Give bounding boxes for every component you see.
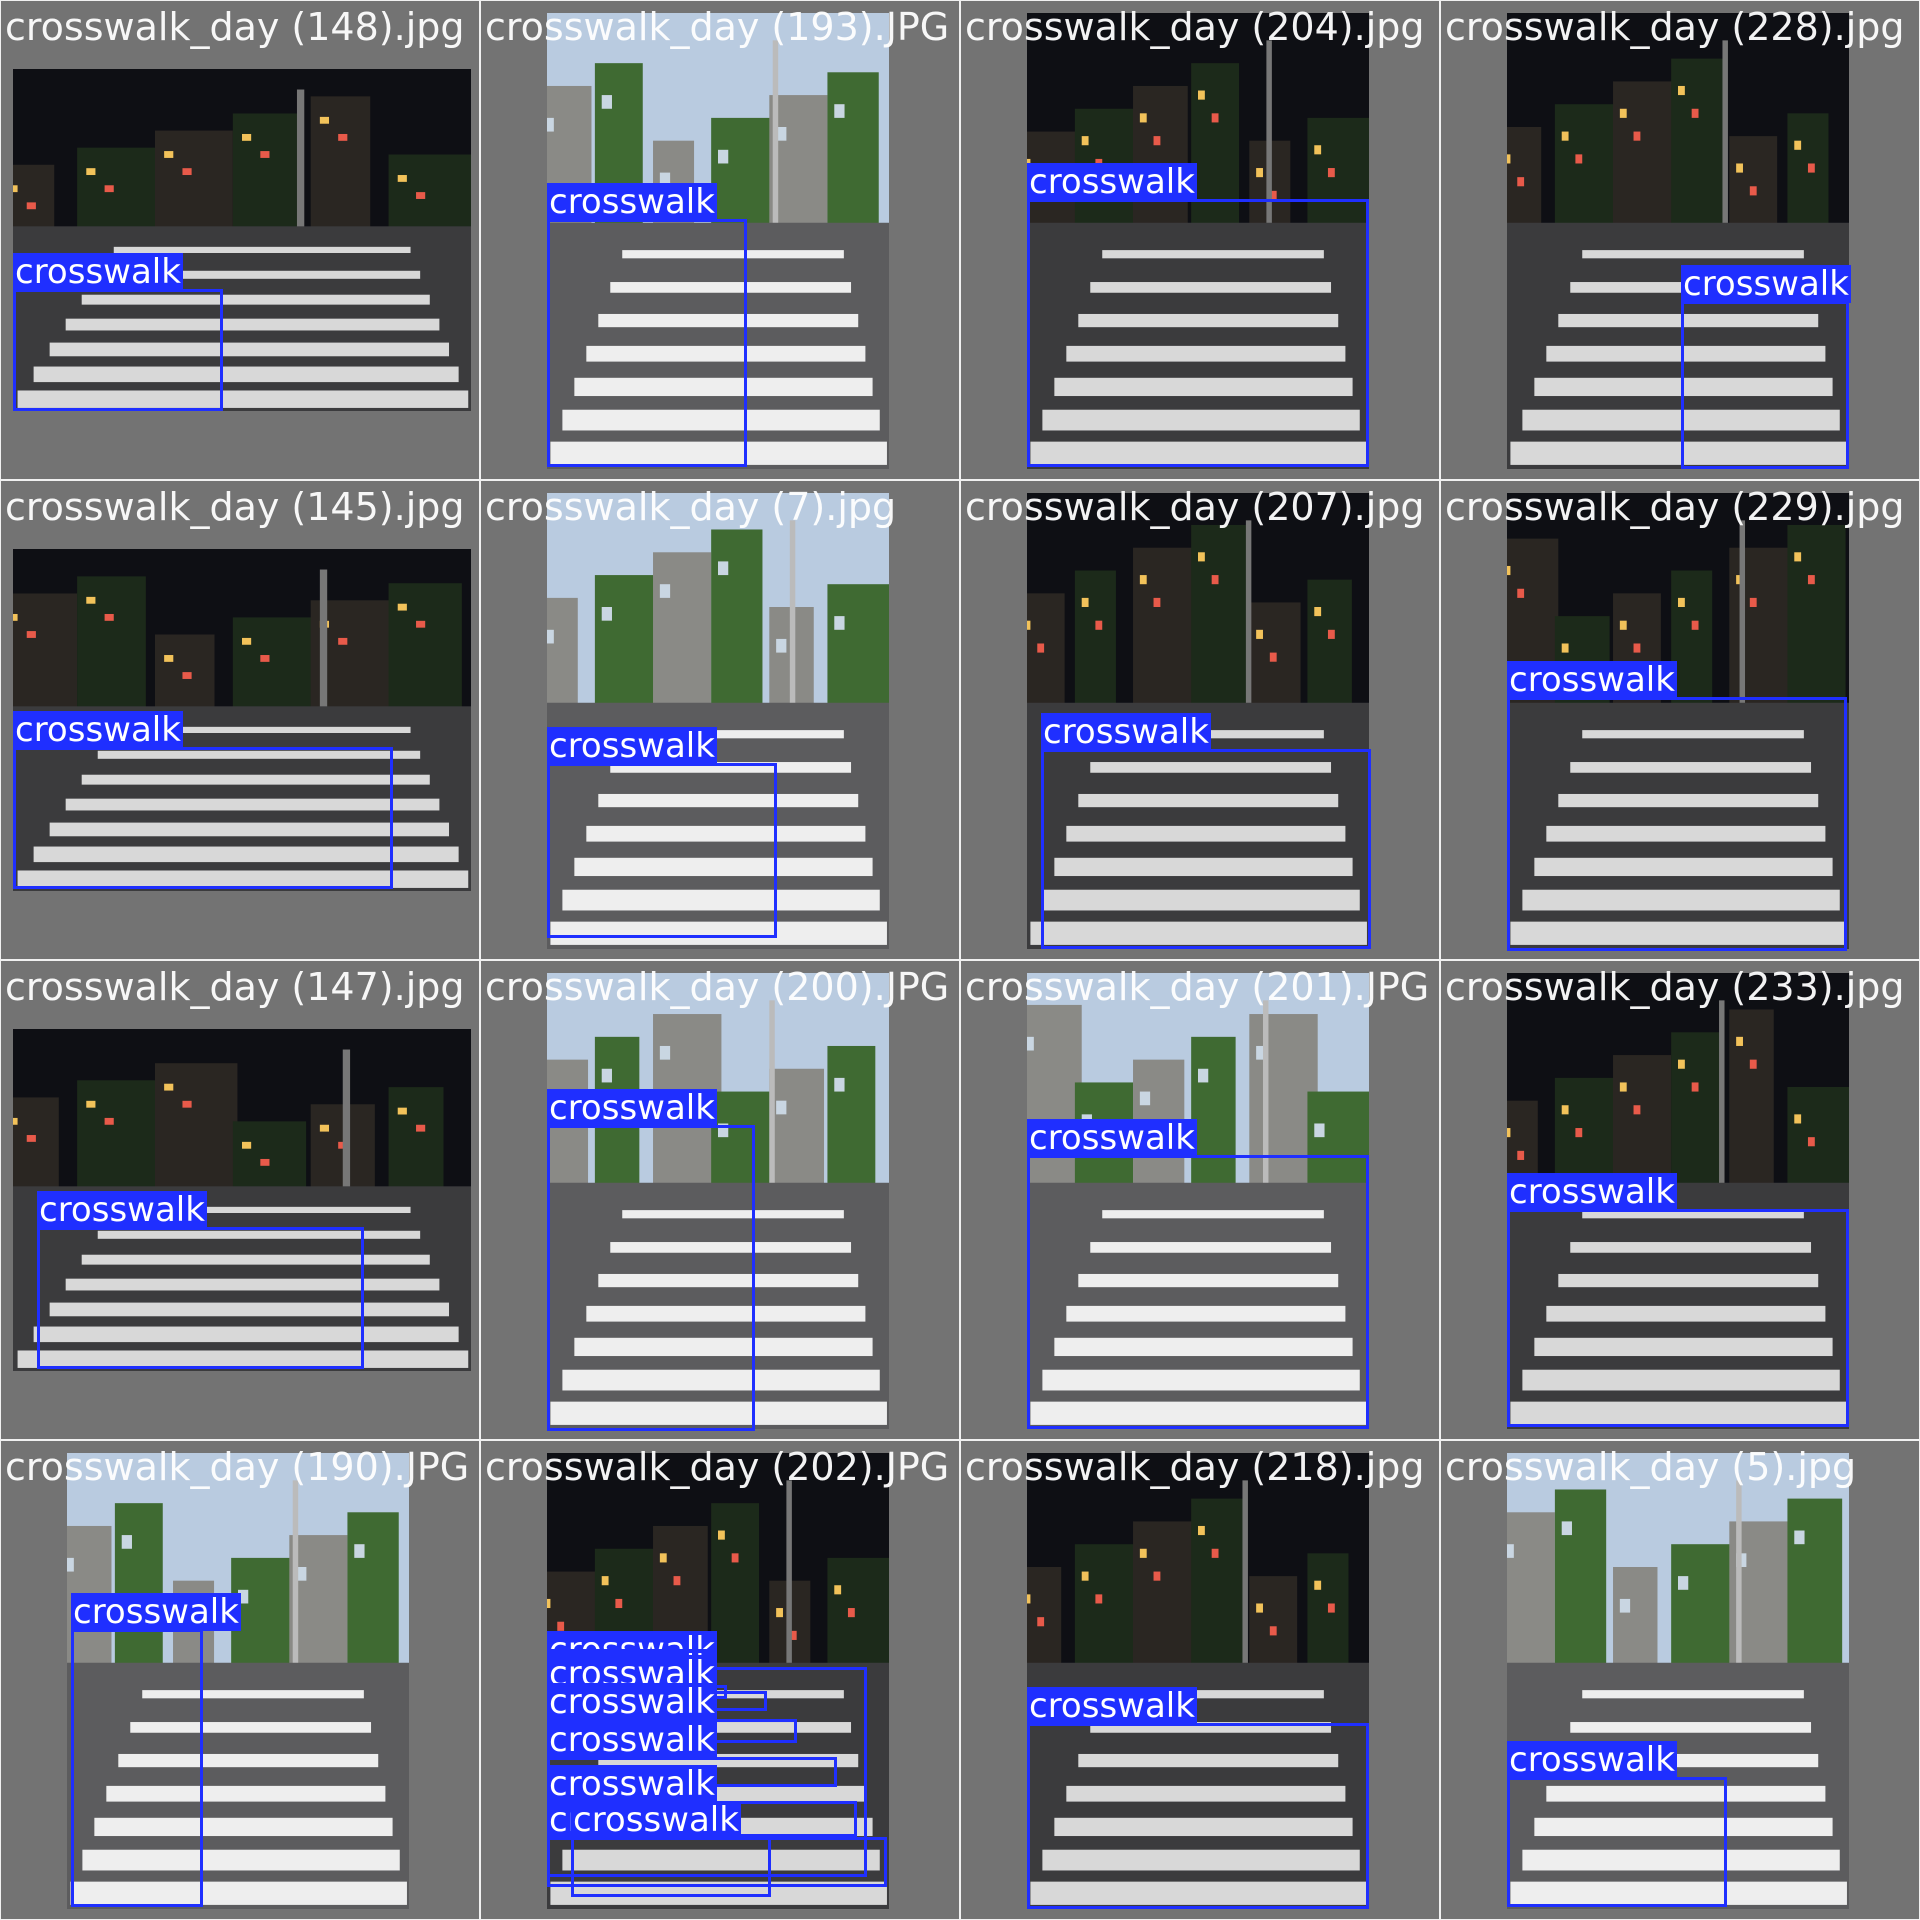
image-tile: crosswalk_day (204).jpg crosswalk: [960, 0, 1440, 480]
detection-label: crosswalk: [571, 1800, 741, 1840]
street-photo: [1507, 1453, 1849, 1909]
detection-label: crosswalk: [547, 1088, 717, 1128]
detection-label: crosswalk: [13, 710, 183, 750]
image-tile: crosswalk_day (200).JPG crosswalk: [480, 960, 960, 1440]
street-photo: [547, 493, 889, 949]
street-photo: [547, 973, 889, 1429]
image-tile: crosswalk_day (233).jpg crosswalk: [1440, 960, 1920, 1440]
detection-label: crosswalk: [37, 1190, 207, 1230]
image-tile: crosswalk_day (148).jpg crosswalk: [0, 0, 480, 480]
street-photo: [67, 1453, 409, 1909]
detection-box: [1027, 199, 1369, 467]
detection-label: crosswalk: [1681, 264, 1851, 304]
detection-label: crosswalk: [547, 1764, 717, 1804]
detection-box: [71, 1629, 203, 1907]
detection-label: crosswalk: [1027, 1686, 1197, 1726]
detection-box: [1507, 1777, 1727, 1907]
detection-label: crosswalk: [1507, 1172, 1677, 1212]
detection-label: crosswalk: [547, 1682, 717, 1722]
detection-box: [547, 1125, 755, 1431]
detection-box: [1507, 697, 1847, 951]
image-tile: crosswalk_day (229).jpg crosswalk: [1440, 480, 1920, 960]
detection-label: crosswalk: [1027, 1118, 1197, 1158]
image-tile: crosswalk_day (228).jpg crosswalk: [1440, 0, 1920, 480]
detection-box: [13, 747, 393, 889]
street-photo: [1027, 973, 1369, 1429]
detection-box: [1027, 1155, 1369, 1429]
detection-label: crosswalk: [547, 726, 717, 766]
filename-label: crosswalk_day (145).jpg: [5, 485, 465, 529]
detection-label: crosswalk: [1507, 660, 1677, 700]
image-tile: crosswalk_day (201).JPG crosswalk: [960, 960, 1440, 1440]
detection-box: [571, 1837, 771, 1897]
detection-box: [37, 1227, 364, 1369]
street-photo: [547, 13, 889, 469]
detection-box: [1027, 1723, 1369, 1909]
detection-label: crosswalk: [13, 252, 183, 292]
filename-label: crosswalk_day (148).jpg: [5, 5, 465, 49]
detection-box: [1681, 301, 1849, 469]
detection-label: crosswalk: [1027, 162, 1197, 202]
detection-label: crosswalk: [547, 182, 717, 222]
detection-label: crosswalk: [547, 1720, 717, 1760]
image-tile: crosswalk_day (147).jpg crosswalk: [0, 960, 480, 1440]
detection-box: [547, 763, 777, 938]
image-tile: crosswalk_day (202).JPG crosswalk crosswal…: [480, 1440, 960, 1920]
detection-box: [547, 219, 747, 467]
street-photo: [1027, 13, 1369, 469]
detection-label: crosswalk: [71, 1592, 241, 1632]
image-tile: crosswalk_day (5).jpg crosswalk: [1440, 1440, 1920, 1920]
image-tile: crosswalk_day (145).jpg crosswalk: [0, 480, 480, 960]
street-photo: [1027, 1453, 1369, 1909]
image-tile: crosswalk_day (218).jpg crosswalk: [960, 1440, 1440, 1920]
detection-box: [13, 289, 223, 411]
detection-box: [1041, 749, 1371, 949]
image-tile: crosswalk_day (207).jpg crosswalk: [960, 480, 1440, 960]
image-tile: crosswalk_day (7).jpg crosswalk: [480, 480, 960, 960]
detection-box: [1507, 1209, 1849, 1427]
image-tile: crosswalk_day (193).JPG crosswalk: [480, 0, 960, 480]
detection-label: crosswalk: [1041, 712, 1211, 752]
detection-label: crosswalk: [1507, 1740, 1677, 1780]
street-photo: [13, 69, 471, 411]
image-tile: crosswalk_day (190).JPG crosswalk: [0, 1440, 480, 1920]
filename-label: crosswalk_day (147).jpg: [5, 965, 465, 1009]
